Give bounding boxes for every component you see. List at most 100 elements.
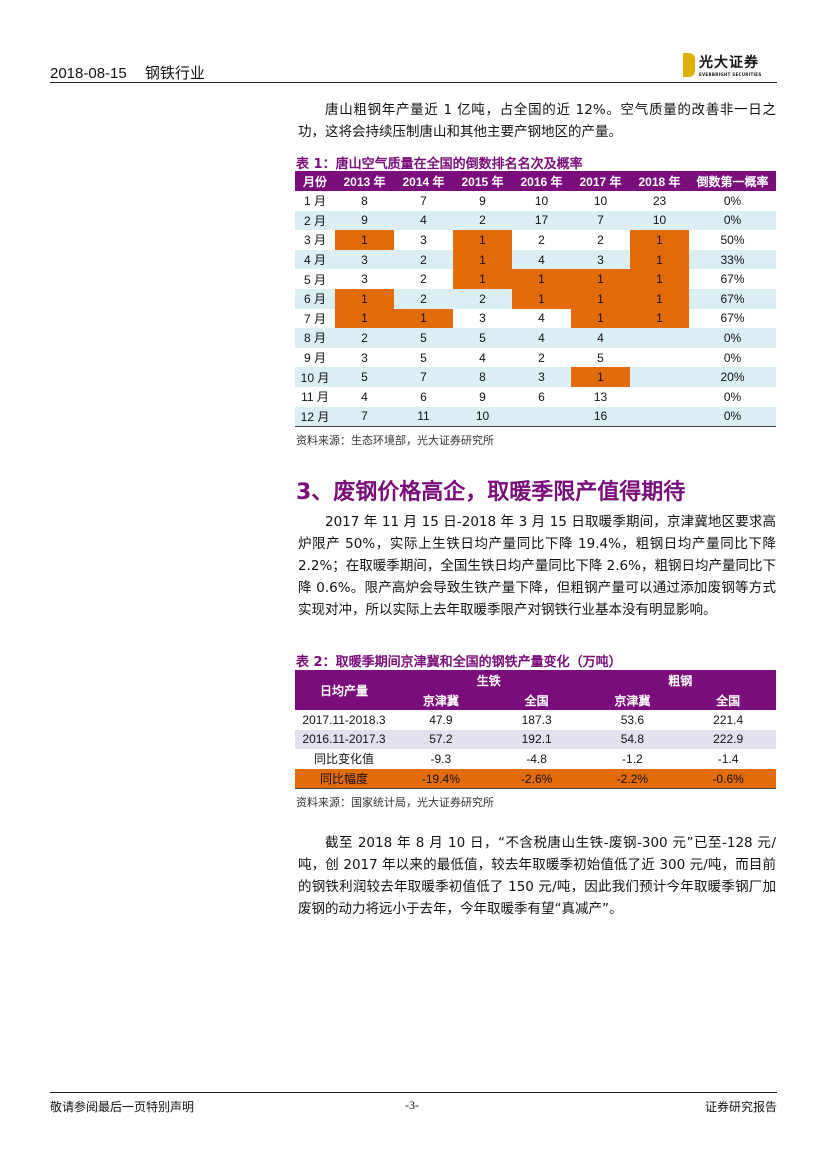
table-cell: 20%	[720, 370, 745, 385]
table-cell: 50%	[720, 232, 745, 247]
logo-cn: 光大证券	[699, 55, 759, 71]
table-cell: 3	[538, 370, 545, 385]
table-cell: 1	[335, 288, 394, 309]
table-cell: 221.4	[713, 712, 744, 727]
table-cell: 1	[630, 269, 689, 289]
table-cell: 23	[652, 193, 667, 208]
table-cell: 1	[453, 269, 512, 289]
table-cell: 17	[534, 213, 549, 228]
table-cell: 10	[652, 213, 667, 228]
table-cell: 7	[420, 193, 427, 208]
table-cell: 4	[538, 252, 545, 267]
table-cell: 1	[394, 308, 453, 329]
table1-caption: 表 1：唐山空气质量在全国的倒数排名名次及概率	[296, 157, 583, 172]
table-cell: 1	[630, 230, 689, 250]
table-cell: -4.8	[526, 751, 547, 766]
paragraph-2: 2017 年 11 月 15 日-2018 年 3 月 15 日取暖季期间，京津…	[298, 514, 776, 618]
table-cell: -19.4%	[421, 771, 460, 786]
month-cell: 9 月	[303, 351, 326, 366]
month-cell: 10 月	[300, 370, 330, 385]
month-cell: 11 月	[301, 390, 329, 405]
report-date: 2018-08-15	[50, 65, 127, 82]
table-cell: -1.2	[622, 751, 643, 766]
column-header: 月份	[295, 171, 335, 191]
table-cell: 13	[593, 389, 608, 404]
table-cell: 2	[420, 291, 427, 306]
table-cell: 7	[361, 409, 368, 424]
table-row: 10 月 5 7 8 3 1 20%	[295, 367, 776, 387]
section-heading: 3、废钢价格高企，取暖季限产值得期待	[296, 480, 686, 505]
footer-report-type: 证券研究报告	[704, 1100, 777, 1114]
table-cell: 0%	[723, 213, 742, 228]
table-row: 9 月 3 5 4 2 5 0%	[295, 348, 776, 368]
table-cell: 3	[361, 272, 368, 287]
table-cell	[630, 367, 689, 387]
table-cell: 0%	[723, 409, 742, 424]
table-cell: 5	[597, 350, 604, 365]
month-cell: 8 月	[303, 331, 326, 346]
table-cell: 0%	[723, 389, 742, 404]
table-row: 5 月 3 2 1 1 1 1 67%	[295, 269, 776, 289]
table-cell: 1	[571, 367, 630, 387]
table-cell: 1	[630, 288, 689, 309]
table2-iron-steel-output: 日均产量 生铁 粗钢 京津冀 全国 京津冀 全国 2017.11-2018.3 4…	[295, 670, 776, 790]
table-cell: 8	[361, 193, 368, 208]
table1-air-quality-ranking: 月份 2013 年 2014 年 2015 年 2016 年 2017 年 2018 年倒数…	[295, 171, 776, 428]
page-number: -3-	[405, 1098, 419, 1112]
table-cell: 2	[597, 232, 604, 247]
table-row: 2016.11-2017.3 57.2 192.1 54.8 222.9	[295, 729, 776, 750]
table-cell: 3	[479, 311, 486, 326]
table-cell: 9	[361, 213, 368, 228]
table-cell: 4	[538, 311, 545, 326]
table-cell: 57.2	[429, 732, 453, 747]
table-cell: 1	[630, 308, 689, 329]
column-header: 2015 年	[453, 171, 512, 191]
table-cell: 5	[361, 370, 368, 385]
table-cell: 67%	[720, 311, 745, 326]
row-label: 同比幅度	[319, 772, 368, 787]
group-header: 生铁	[393, 670, 585, 690]
paragraph-3: 截至 2018 年 8 月 10 日，“不含税唐山生铁-废钢-300 元”已至-…	[298, 835, 776, 917]
table-row: 3 月 1 3 1 2 2 1 50%	[295, 230, 776, 250]
table-cell: 33%	[720, 252, 745, 267]
table-cell: 3	[361, 350, 368, 365]
table-cell: 1	[453, 230, 512, 250]
table-cell: 2	[420, 272, 427, 287]
table-cell: 1	[630, 249, 689, 270]
table-cell: 5	[479, 330, 486, 345]
table-cell: 2	[420, 252, 427, 267]
month-cell: 5 月	[303, 272, 326, 287]
table-cell: 16	[593, 409, 608, 424]
table-cell: 1	[512, 269, 571, 289]
table-cell: 2	[538, 350, 545, 365]
column-header: 2017 年	[571, 171, 630, 191]
table-cell: 4	[479, 350, 486, 365]
table-cell: 5	[420, 350, 427, 365]
table-cell: 4	[361, 389, 368, 404]
table1-source: 资料来源：生态环境部，光大证券研究所	[296, 434, 494, 447]
month-cell: 12 月	[300, 409, 330, 424]
table-cell: 222.9	[713, 732, 744, 747]
table-cell	[630, 387, 689, 407]
table-cell: 1	[335, 230, 394, 250]
table2-source: 资料来源：国家统计局，光大证券研究所	[296, 796, 494, 809]
table-cell	[512, 407, 571, 427]
table-cell: 4	[597, 330, 604, 345]
table-cell	[630, 328, 689, 348]
table-cell: 4	[420, 213, 427, 228]
table-cell: 7	[420, 370, 427, 385]
column-header: 2016 年	[512, 171, 571, 191]
table-cell: 10	[475, 409, 490, 424]
table-row: 同比幅度 -19.4% -2.6% -2.2% -0.6%	[295, 768, 776, 789]
group-header: 粗钢	[584, 670, 776, 690]
table-cell: 1	[512, 288, 571, 309]
table-cell: 7	[597, 213, 604, 228]
table-cell: 9	[479, 389, 486, 404]
month-cell: 2 月	[303, 213, 326, 228]
table-cell: 2	[479, 291, 486, 306]
table-cell: 4	[538, 330, 545, 345]
table-cell: 3	[361, 252, 368, 267]
table-cell: 9	[479, 193, 486, 208]
column-header: 2014 年	[394, 171, 453, 191]
